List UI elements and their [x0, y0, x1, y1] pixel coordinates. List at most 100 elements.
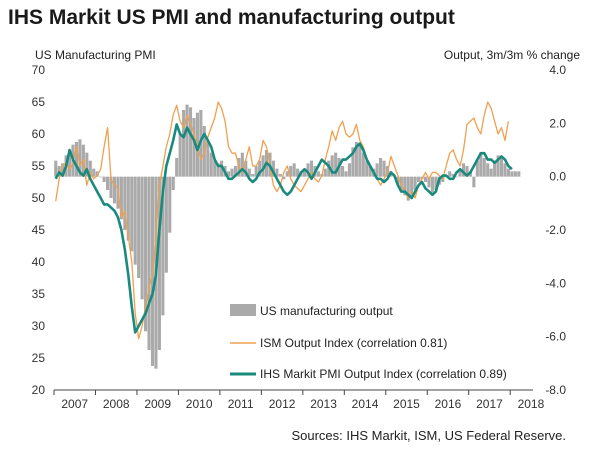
output-bar: [461, 163, 466, 177]
output-bar: [126, 176, 130, 241]
output-bar: [475, 160, 479, 177]
output-bar: [188, 107, 193, 177]
output-bar: [102, 176, 106, 182]
output-bar: [112, 176, 117, 204]
chart-title: IHS Markit US PMI and manufacturing outp…: [8, 6, 455, 29]
output-bar: [472, 176, 476, 188]
output-bar: [209, 152, 213, 177]
output-bar: [482, 158, 486, 177]
output-bar: [292, 163, 296, 177]
output-bar: [410, 176, 414, 198]
output-bar: [137, 176, 141, 278]
output-bar: [161, 176, 165, 316]
legend-label: ISM Output Index (correlation 0.81): [260, 336, 447, 350]
output-bar: [285, 171, 289, 177]
output-bar: [375, 163, 379, 177]
y-axis-right-label: Output, 3m/3m % change: [444, 48, 580, 62]
output-bar: [275, 168, 279, 177]
ism-output-line: [55, 101, 510, 340]
y-tick-left: 65: [32, 95, 46, 109]
output-bar: [95, 171, 99, 177]
x-tick-label: 2018: [518, 397, 545, 411]
pmi-output-line: [54, 123, 513, 334]
output-bar: [403, 176, 407, 196]
output-bar: [289, 166, 293, 177]
x-tick-label: 2011: [228, 397, 254, 411]
y-tick-left: 45: [32, 223, 46, 237]
output-bar: [278, 174, 282, 177]
y-tick-right: 4.0: [549, 63, 566, 77]
x-tick-label: 2016: [435, 397, 462, 411]
output-bar: [226, 171, 231, 177]
y-tick-right: -8.0: [545, 383, 566, 397]
output-bar: [254, 166, 258, 177]
output-bar: [192, 118, 196, 177]
x-tick-label: 2012: [269, 397, 296, 411]
y-tick-left: 30: [32, 319, 46, 333]
output-bar: [164, 176, 168, 273]
output-bar: [334, 152, 338, 177]
output-bar: [448, 171, 452, 177]
output-bar: [216, 163, 220, 177]
output-bar: [74, 142, 79, 177]
output-bar: [88, 160, 92, 177]
output-bar: [382, 160, 386, 177]
output-bar: [213, 160, 217, 177]
output-bar: [351, 147, 355, 177]
output-bar: [230, 168, 234, 177]
y-tick-left: 55: [32, 159, 46, 173]
x-tick-label: 2015: [393, 397, 420, 411]
output-bar: [119, 176, 123, 220]
output-bar: [368, 166, 372, 177]
output-bar: [185, 104, 189, 177]
y-tick-right: 0.0: [549, 170, 566, 184]
output-bar: [182, 110, 186, 177]
output-bar: [271, 160, 276, 177]
output-bar: [451, 174, 455, 177]
output-bar: [178, 134, 182, 177]
output-bar: [171, 176, 175, 190]
output-bar: [427, 176, 431, 188]
output-bar: [67, 150, 72, 177]
x-tick-label: 2009: [144, 397, 171, 411]
output-bar: [244, 160, 248, 177]
output-bar: [296, 168, 300, 177]
output-bar: [406, 176, 410, 201]
output-bar: [157, 176, 161, 350]
output-bar: [233, 166, 237, 177]
output-bar: [396, 176, 400, 185]
legend-label: US manufacturing output: [260, 304, 393, 318]
output-bar: [486, 163, 490, 177]
y-tick-left: 50: [32, 191, 46, 205]
output-bar: [354, 142, 358, 177]
output-bar: [513, 171, 517, 177]
output-bar: [347, 163, 352, 177]
y-tick-right: -2.0: [545, 223, 566, 237]
source-note: Sources: IHS Markit, ISM, US Federal Res…: [291, 428, 566, 443]
output-bar: [130, 176, 134, 252]
y-tick-right: -4.0: [545, 276, 566, 290]
y-tick-left: 35: [32, 287, 46, 301]
output-bar: [465, 166, 469, 177]
y-tick-left: 40: [32, 255, 46, 269]
output-bar: [323, 168, 327, 177]
output-bar: [330, 155, 334, 177]
legend-swatch-bars: [230, 304, 256, 316]
output-bar: [499, 158, 504, 177]
output-bar: [99, 176, 103, 178]
output-bar: [361, 152, 365, 177]
x-tick-label: 2007: [61, 397, 88, 411]
output-bar: [358, 144, 362, 177]
output-bar: [106, 176, 110, 190]
output-bar: [133, 176, 137, 265]
output-bar: [430, 176, 434, 193]
output-bar: [261, 155, 265, 177]
y-tick-left: 25: [32, 351, 46, 365]
output-bar: [144, 176, 148, 332]
output-bar: [123, 176, 127, 230]
output-bar: [258, 160, 262, 177]
output-bar: [341, 166, 345, 177]
y-tick-left: 20: [32, 383, 46, 397]
output-bar: [206, 142, 210, 177]
